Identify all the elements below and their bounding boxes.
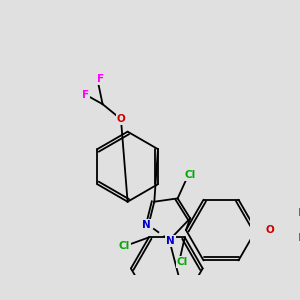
Text: O: O xyxy=(117,114,125,124)
Text: N: N xyxy=(142,220,151,230)
Text: F: F xyxy=(82,90,88,100)
Text: F: F xyxy=(98,74,104,84)
Text: Cl: Cl xyxy=(118,241,130,251)
Text: F: F xyxy=(298,232,300,243)
Text: F: F xyxy=(298,208,300,218)
Text: N: N xyxy=(166,236,175,246)
Text: Cl: Cl xyxy=(177,257,188,267)
Text: O: O xyxy=(265,225,274,235)
Text: Cl: Cl xyxy=(184,170,196,180)
